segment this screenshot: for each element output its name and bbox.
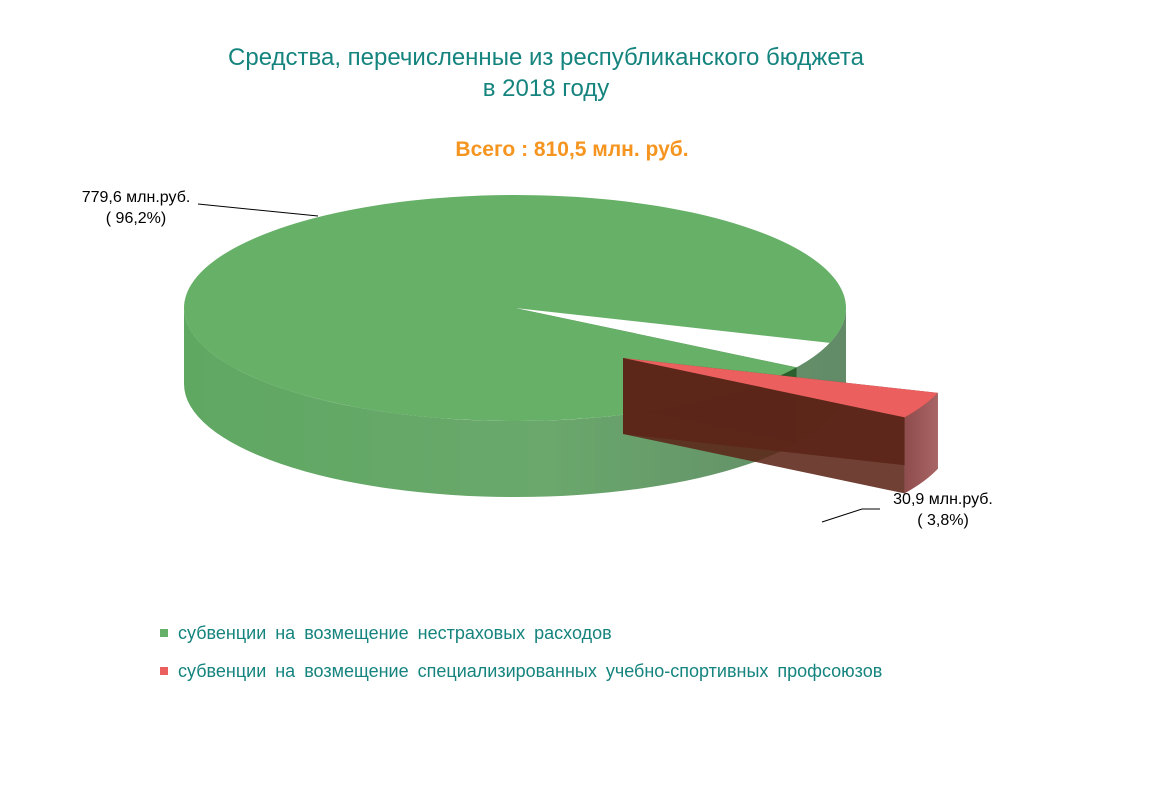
- pie-slice-2-side: [904, 392, 938, 494]
- legend-item-slice-2: субвенции на возмещение специализированн…: [160, 652, 882, 690]
- data-label-slice-2: 30,9 млн.руб. ( 3,8%): [893, 491, 993, 529]
- pie-slices-group: [184, 194, 938, 497]
- legend-label: субвенции на возмещение нестраховых расх…: [178, 622, 612, 643]
- pie-slice-1-side: [184, 308, 846, 497]
- pie-slice-2-top: [623, 358, 938, 418]
- leader-line-slice-1: [197, 203, 319, 217]
- legend: субвенции на возмещение нестраховых расх…: [160, 614, 882, 690]
- pie-slice-2-front-face: [623, 358, 905, 494]
- legend-label: субвенции на возмещение специализированн…: [178, 660, 883, 681]
- legend-swatch-red: [160, 667, 168, 675]
- legend-item-slice-1: субвенции на возмещение нестраховых расх…: [160, 614, 882, 652]
- leader-line-slice-2: [821, 508, 880, 523]
- legend-swatch-green: [160, 629, 168, 637]
- data-label-slice-1: 779,6 млн.руб. ( 96,2%): [81, 189, 191, 227]
- chart-subtitle-total: Всего : 810,5 млн. руб.: [455, 138, 689, 161]
- leader-lines-group: [197, 203, 880, 523]
- chart-title: Средства, перечисленные из республиканск…: [228, 44, 864, 102]
